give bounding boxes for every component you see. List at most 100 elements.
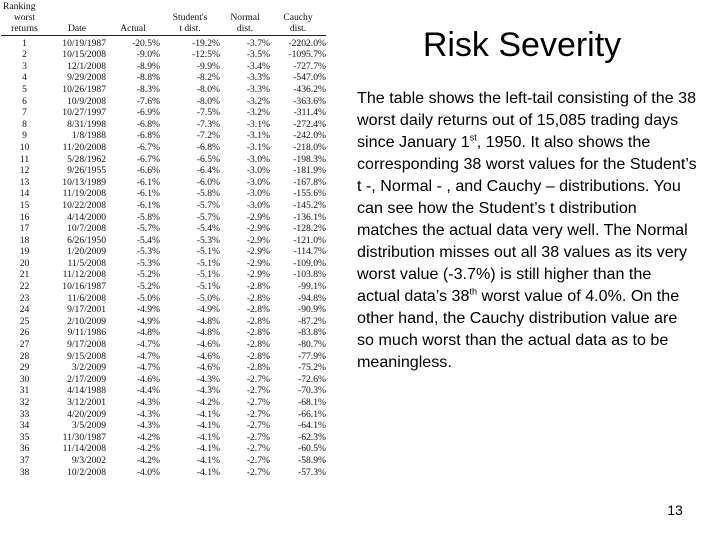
cauchy-cell: -145.2% <box>293 199 326 211</box>
rank-cell: 27 <box>19 339 30 351</box>
table-row: 18 6/26/1950 -5.4% -5.3% -2.9% -121.0% <box>1 235 326 247</box>
date-cell: 2/17/2009 <box>67 373 106 385</box>
actual-cell: -5.3% <box>136 257 160 269</box>
table-row: 19 1/20/2009 -5.3% -5.1% -2.9% -114.7% <box>1 246 326 258</box>
date-cell: 3/2/2009 <box>71 362 106 374</box>
date-cell: 10/7/2008 <box>67 223 106 235</box>
date-cell: 10/9/2008 <box>67 95 106 107</box>
cauchy-cell: -547.0% <box>293 72 326 84</box>
cauchy-cell: -80.7% <box>298 339 326 351</box>
date-cell: 11/20/2008 <box>62 141 106 153</box>
date-cell: 5/28/1962 <box>67 153 106 165</box>
description-paragraph: The table shows the left-tail consisting… <box>357 87 697 373</box>
date-cell: 11/19/2008 <box>62 188 106 200</box>
cauchy-cell: -87.2% <box>298 315 326 327</box>
students-t-cell: -5.7% <box>196 199 220 211</box>
date-cell: 10/26/1987 <box>62 83 106 95</box>
actual-cell: -8.9% <box>136 60 160 72</box>
cauchy-cell: -83.8% <box>298 327 326 339</box>
actual-cell: -4.0% <box>136 466 160 478</box>
table-row: 36 11/14/2008 -4.2% -4.1% -2.7% -60.5% <box>1 443 326 455</box>
date-cell: 10/19/1987 <box>62 37 106 49</box>
normal-cell: -2.9% <box>246 269 270 281</box>
normal-cell: -2.7% <box>246 431 270 443</box>
header-actual: Actual <box>106 23 160 36</box>
table-row: 10 11/20/2008 -6.7% -6.8% -3.1% -218.0% <box>1 142 326 154</box>
cauchy-cell: -436.2% <box>293 83 326 95</box>
text-run: The table shows the left-tail consisting… <box>357 89 697 151</box>
date-cell: 9/3/2002 <box>71 454 106 466</box>
normal-cell: -2.7% <box>246 385 270 397</box>
table-row: 30 2/17/2009 -4.6% -4.3% -2.7% -72.6% <box>1 374 326 386</box>
normal-cell: -2.9% <box>246 257 270 269</box>
rank-cell: 31 <box>19 385 30 397</box>
cauchy-cell: -99.1% <box>298 281 326 293</box>
students-t-cell: -4.9% <box>196 304 220 316</box>
table-row: 35 11/30/1987 -4.2% -4.1% -2.7% -62.3% <box>1 432 326 444</box>
rank-cell: 10 <box>19 141 30 153</box>
date-cell: 9/17/2008 <box>67 339 106 351</box>
cauchy-cell: -727.7% <box>293 60 326 72</box>
actual-cell: -5.0% <box>136 292 160 304</box>
students-t-cell: -8.0% <box>196 95 220 107</box>
cauchy-cell: -103.8% <box>293 269 326 281</box>
cauchy-cell: -57.3% <box>298 466 326 478</box>
students-t-cell: -7.5% <box>196 107 220 119</box>
table-row: 28 9/15/2008 -4.7% -4.6% -2.8% -77.9% <box>1 351 326 363</box>
date-cell: 9/26/1955 <box>67 165 106 177</box>
rank-cell: 1 <box>22 37 27 49</box>
rank-cell: 14 <box>19 188 30 200</box>
table-row: 27 9/17/2008 -4.7% -4.6% -2.8% -80.7% <box>1 339 326 351</box>
actual-cell: -20.5% <box>132 37 160 49</box>
rank-cell: 32 <box>19 397 30 408</box>
date-cell: 11/12/2008 <box>62 269 106 281</box>
normal-cell: -3.0% <box>246 188 270 200</box>
normal-cell: -3.1% <box>246 118 270 130</box>
students-t-cell: -4.6% <box>196 350 220 362</box>
normal-cell: -2.8% <box>246 292 270 304</box>
table-row: 32 3/12/2001 -4.3% -4.2% -2.7% -68.1% <box>1 397 326 409</box>
actual-cell: -6.6% <box>136 165 160 177</box>
cauchy-cell: -136.1% <box>293 211 326 223</box>
students-t-cell: -4.2% <box>196 397 220 408</box>
students-t-cell: -7.3% <box>196 118 220 130</box>
date-cell: 4/20/2009 <box>67 408 106 420</box>
date-cell: 11/5/2008 <box>67 257 106 269</box>
actual-cell: -9.0% <box>136 49 160 61</box>
actual-cell: -6.8% <box>136 118 160 130</box>
actual-cell: -6.7% <box>136 153 160 165</box>
normal-cell: -3.7% <box>246 37 270 49</box>
actual-cell: -4.3% <box>136 420 160 432</box>
normal-cell: -2.8% <box>246 339 270 351</box>
normal-cell: -2.7% <box>246 373 270 385</box>
normal-cell: -3.3% <box>246 83 270 95</box>
students-t-cell: -4.1% <box>196 443 220 455</box>
date-cell: 1/20/2009 <box>67 246 106 258</box>
normal-cell: -2.9% <box>246 223 270 235</box>
rank-cell: 33 <box>19 408 30 420</box>
rank-cell: 24 <box>19 304 30 316</box>
rank-cell: 4 <box>22 72 27 84</box>
table-row: 34 3/5/2009 -4.3% -4.1% -2.7% -64.1% <box>1 420 326 432</box>
table-row: 23 11/6/2008 -5.0% -5.0% -2.8% -94.8% <box>1 293 326 305</box>
ordinal-suffix: th <box>469 286 477 297</box>
table-row: 12 9/26/1955 -6.6% -6.4% -3.0% -181.9% <box>1 165 326 177</box>
students-t-cell: -4.1% <box>196 466 220 478</box>
actual-cell: -4.3% <box>136 397 160 408</box>
students-t-cell: -5.7% <box>196 211 220 223</box>
rank-cell: 29 <box>19 362 30 374</box>
actual-cell: -4.2% <box>136 454 160 466</box>
cauchy-cell: -114.7% <box>293 246 326 258</box>
students-t-cell: -4.8% <box>196 327 220 339</box>
rank-cell: 17 <box>19 223 30 235</box>
cauchy-cell: -363.6% <box>293 95 326 107</box>
students-t-cell: -4.1% <box>196 408 220 420</box>
actual-cell: -4.2% <box>136 431 160 443</box>
date-cell: 10/13/1989 <box>62 176 106 188</box>
header-cauchy: Cauchy <box>283 12 313 23</box>
students-t-cell: -4.3% <box>196 385 220 397</box>
students-t-cell: -9.9% <box>196 60 220 72</box>
table-row: 38 10/2/2008 -4.0% -4.1% -2.7% -57.3% <box>1 467 326 479</box>
table-row: 6 10/9/2008 -7.6% -8.0% -3.2% -363.6% <box>1 96 326 108</box>
date-cell: 3/5/2009 <box>71 420 106 432</box>
